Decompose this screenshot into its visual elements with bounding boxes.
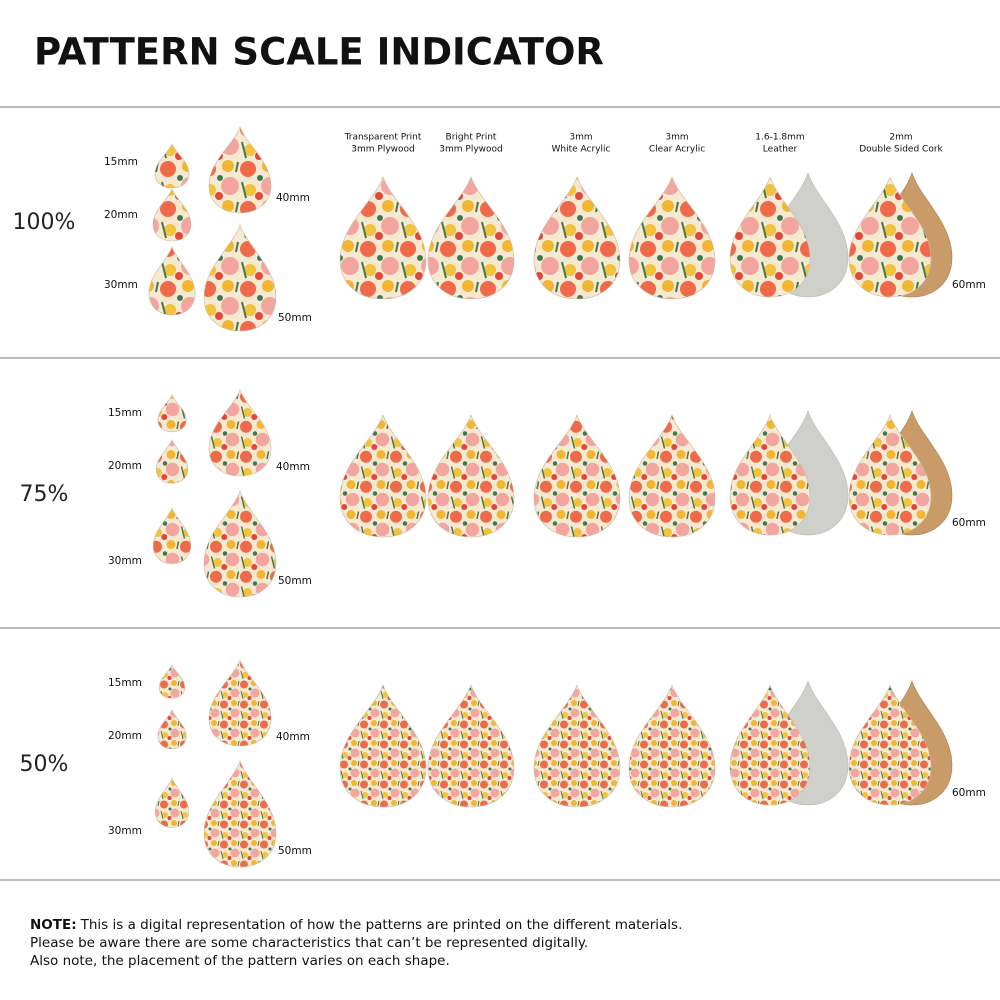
size-label: 20mm (108, 460, 142, 472)
material-header: Leather (763, 145, 798, 155)
teardrop (148, 246, 196, 316)
material-header: 3mm Plywood (351, 145, 414, 155)
teardrop (628, 176, 716, 300)
teardrop (157, 394, 187, 433)
material-header: Double Sided Cork (859, 145, 943, 155)
teardrop (533, 414, 621, 538)
size-label: 20mm (108, 730, 142, 742)
teardrop (339, 176, 427, 300)
teardrop (729, 414, 811, 536)
teardrop (203, 760, 277, 868)
material-header: 1.6-1.8mm (755, 133, 804, 143)
teardrop (427, 176, 515, 300)
scale-label: 75% (20, 482, 69, 507)
size-label: 50mm (278, 312, 312, 324)
teardrop (848, 414, 932, 536)
size-label: 60mm (952, 279, 986, 291)
material-header: Bright Print (446, 133, 497, 143)
note-line: Please be aware there are some character… (30, 935, 588, 951)
teardrop (339, 684, 427, 808)
material-header: Clear Acrylic (649, 145, 705, 155)
size-label: 15mm (108, 677, 142, 689)
size-label: 60mm (952, 517, 986, 529)
dividers (0, 106, 1000, 881)
material-header: Transparent Print (344, 133, 422, 143)
teardrop (848, 176, 932, 298)
size-label: 40mm (276, 731, 310, 743)
note-line: This is a digital representation of how … (80, 917, 683, 933)
note: NOTE: This is a digital representation of… (30, 917, 682, 933)
teardrop (152, 507, 192, 564)
teardrop (628, 414, 716, 538)
teardrop (339, 414, 427, 538)
scale-label: 50% (20, 752, 69, 777)
teardrop (208, 126, 272, 214)
note-label: NOTE: (30, 917, 77, 933)
size-label: 40mm (276, 461, 310, 473)
material-header: 3mm (569, 133, 592, 143)
material-header: 2mm (889, 133, 912, 143)
size-label: 30mm (108, 555, 142, 567)
size-label: 15mm (104, 156, 138, 168)
size-label: 30mm (108, 825, 142, 837)
teardrop (729, 176, 811, 298)
teardrop (533, 176, 621, 300)
teardrop (628, 684, 716, 808)
page-title: PATTERN SCALE INDICATOR (34, 31, 604, 74)
size-label: 30mm (104, 279, 138, 291)
material-header: 3mm Plywood (439, 145, 502, 155)
size-label: 60mm (952, 787, 986, 799)
teardrop (203, 490, 277, 598)
teardrop (208, 659, 272, 747)
teardrop (848, 684, 932, 806)
teardrop (729, 684, 811, 806)
teardrop (208, 389, 272, 477)
teardrop (154, 777, 190, 828)
size-label: 40mm (276, 192, 310, 204)
teardrop (154, 143, 190, 189)
teardrop (427, 414, 515, 538)
teardrop (203, 224, 277, 332)
material-header: 3mm (665, 133, 688, 143)
size-label: 50mm (278, 575, 312, 587)
teardrop (533, 684, 621, 808)
size-label: 20mm (104, 209, 138, 221)
teardrop (427, 684, 515, 808)
size-label: 50mm (278, 845, 312, 857)
teardrop (155, 439, 189, 484)
size-label: 15mm (108, 407, 142, 419)
material-header: White Acrylic (552, 145, 611, 155)
teardrop (152, 188, 192, 242)
note-line: Also note, the placement of the pattern … (30, 953, 450, 969)
scale-label: 100% (13, 210, 76, 235)
teardrop (157, 709, 187, 750)
teardrop (158, 664, 186, 699)
